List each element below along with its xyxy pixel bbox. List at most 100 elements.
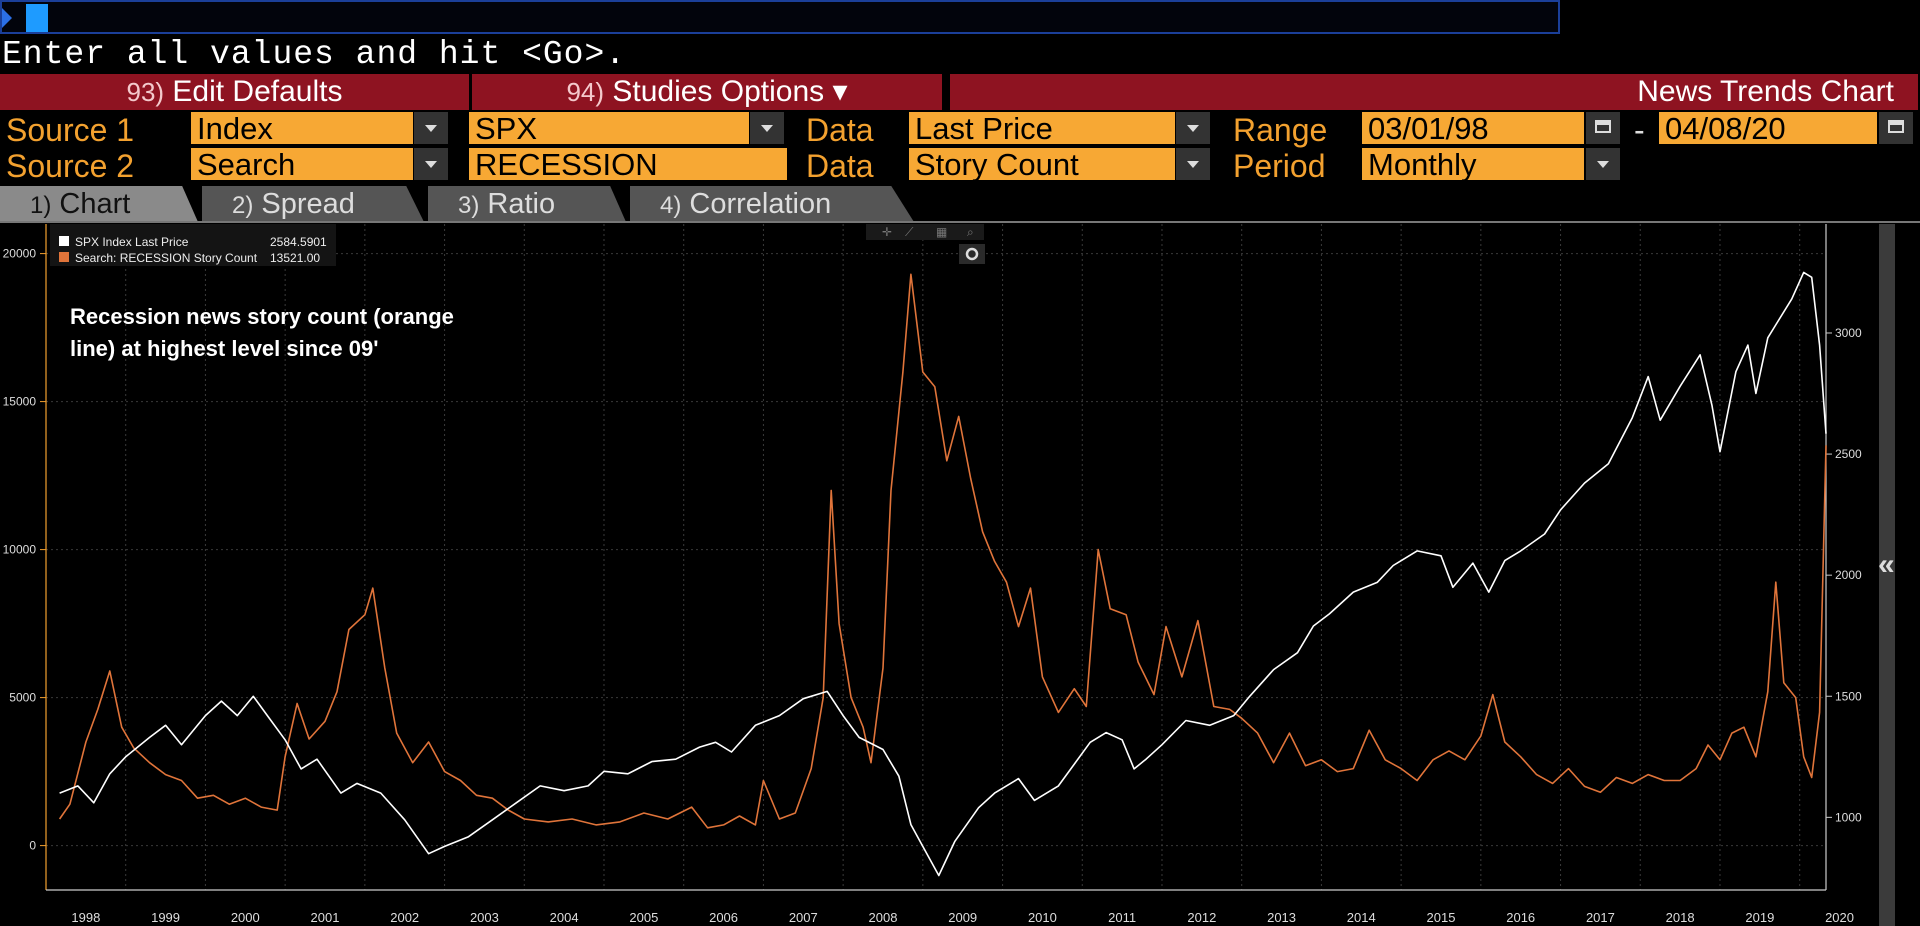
x-tick-label: 2019 xyxy=(1745,910,1774,925)
source-2-data-select[interactable]: Story Count xyxy=(909,148,1175,180)
right-tick-label: 2000 xyxy=(1835,568,1862,582)
right-tick-label: 3000 xyxy=(1835,326,1862,340)
prompt-text: Enter all values and hit <Go>. xyxy=(2,36,627,73)
legend-value-spx: 2584.5901 xyxy=(270,235,327,249)
chart-grid xyxy=(46,224,1826,890)
period-dropdown-icon[interactable] xyxy=(1586,148,1620,180)
annotation-line-1: Recession news story count (orange xyxy=(70,304,454,329)
source-2-data-label: Data xyxy=(806,148,874,184)
x-axis-ticks: 1998 1999 2000 2001 2002 2003 2004 2005 2006 2007… xyxy=(71,910,1854,925)
legend-label-spx: SPX Index Last Price xyxy=(75,235,189,249)
source-1-type-select[interactable]: Index xyxy=(191,112,413,144)
tab-divider xyxy=(0,221,1920,223)
x-tick-label: 2016 xyxy=(1506,910,1535,925)
source-1-data-label: Data xyxy=(806,112,874,148)
left-tick-label: 20000 xyxy=(3,247,37,261)
legend-label-recession: Search: RECESSION Story Count xyxy=(75,251,258,265)
tab-correlation[interactable]: 4) Correlation xyxy=(630,186,914,222)
x-tick-label: 2020 xyxy=(1825,910,1854,925)
studies-options-button[interactable]: 94) Studies Options ▾ xyxy=(472,74,942,110)
news-trends-chart[interactable]: 0 5000 10000 15000 20000 1000 1500 2000 2500 300… xyxy=(0,224,1876,926)
legend-swatch-spx xyxy=(59,236,69,246)
x-tick-label: 2006 xyxy=(709,910,738,925)
source-1-row: Source 1 Index SPX Data Last Price Range… xyxy=(0,112,1920,148)
range-start-calendar-icon[interactable] xyxy=(1586,112,1620,144)
draw-line-tool-icon[interactable]: ⟋ xyxy=(905,225,914,239)
x-tick-label: 2007 xyxy=(789,910,818,925)
chart-annotation: Recession news story count (orange line) … xyxy=(70,304,454,361)
source-1-type-dropdown-icon[interactable] xyxy=(414,112,448,144)
source-1-ticker-dropdown-icon[interactable] xyxy=(750,112,784,144)
settings-gear-icon xyxy=(965,247,979,261)
x-tick-label: 2009 xyxy=(948,910,977,925)
x-tick-label: 2017 xyxy=(1586,910,1615,925)
source-2-label: Source 2 xyxy=(6,148,135,184)
x-tick-label: 2015 xyxy=(1427,910,1456,925)
right-tick-label: 2500 xyxy=(1835,447,1862,461)
spx-price-line xyxy=(59,271,1827,877)
text-cursor xyxy=(26,4,48,32)
studies-options-number: 94) xyxy=(566,77,605,107)
x-tick-label: 2018 xyxy=(1666,910,1695,925)
tab-ratio[interactable]: 3) Ratio xyxy=(428,186,626,222)
range-label: Range xyxy=(1233,112,1328,148)
right-axis-ticks: 1000 1500 2000 2500 3000 xyxy=(1826,326,1862,824)
period-select[interactable]: Monthly xyxy=(1362,148,1584,180)
function-title: News Trends Chart xyxy=(1637,75,1894,108)
x-tick-label: 2003 xyxy=(470,910,499,925)
tab-ratio-number: 3) xyxy=(458,192,480,219)
tab-chart-label: Chart xyxy=(59,188,131,220)
source-1-label: Source 1 xyxy=(6,112,135,148)
source-1-ticker-input[interactable]: SPX xyxy=(469,112,749,144)
range-start-input[interactable]: 03/01/98 xyxy=(1362,112,1584,144)
tab-correlation-number: 4) xyxy=(660,192,682,219)
x-tick-label: 1999 xyxy=(151,910,180,925)
x-tick-label: 2004 xyxy=(550,910,579,925)
x-tick-label: 2011 xyxy=(1108,910,1136,925)
legend-swatch-recession xyxy=(59,252,69,262)
annotation-line-2: line) at highest level since 09' xyxy=(70,336,378,361)
settings-button[interactable] xyxy=(959,244,985,264)
left-tick-label: 10000 xyxy=(3,543,37,557)
left-axis-ticks: 0 5000 10000 15000 20000 xyxy=(3,247,46,853)
range-end-calendar-icon[interactable] xyxy=(1879,112,1913,144)
side-panel[interactable] xyxy=(1879,224,1895,926)
x-tick-label: 2013 xyxy=(1267,910,1296,925)
range-end-input[interactable]: 04/08/20 xyxy=(1659,112,1877,144)
edit-defaults-number: 93) xyxy=(126,77,165,107)
zoom-tool-icon[interactable]: ⌕ xyxy=(967,225,974,239)
x-tick-label: 2005 xyxy=(629,910,658,925)
period-label: Period xyxy=(1233,148,1326,184)
right-tick-label: 1000 xyxy=(1835,810,1862,824)
tab-chart[interactable]: 1) Chart xyxy=(0,186,198,222)
source-2-data-dropdown-icon[interactable] xyxy=(1176,148,1210,180)
source-2-type-select[interactable]: Search xyxy=(191,148,413,180)
recession-story-count-line xyxy=(58,273,1827,829)
tab-spread-label: Spread xyxy=(261,188,355,220)
range-dash: - xyxy=(1634,112,1645,148)
x-tick-label: 1998 xyxy=(71,910,100,925)
crosshair-tool-icon[interactable]: ✛ xyxy=(882,225,892,239)
edit-defaults-button[interactable]: 93) Edit Defaults xyxy=(0,74,469,110)
source-2-query-input[interactable]: RECESSION xyxy=(469,148,787,180)
left-tick-label: 5000 xyxy=(9,691,36,705)
x-tick-label: 2002 xyxy=(390,910,419,925)
x-tick-label: 2001 xyxy=(311,910,340,925)
x-tick-label: 2014 xyxy=(1347,910,1376,925)
source-2-type-dropdown-icon[interactable] xyxy=(414,148,448,180)
grid-tool-icon[interactable]: ▦ xyxy=(936,225,947,239)
x-tick-label: 2008 xyxy=(869,910,898,925)
command-line[interactable] xyxy=(0,0,1560,34)
source-1-data-dropdown-icon[interactable] xyxy=(1176,112,1210,144)
chart-legend: SPX Index Last Price 2584.5901 Search: R… xyxy=(50,224,336,266)
chart-series xyxy=(58,271,1827,877)
source-1-data-select[interactable]: Last Price xyxy=(909,112,1175,144)
source-2-row: Source 2 Search RECESSION Data Story Cou… xyxy=(0,148,1920,184)
x-tick-label: 2010 xyxy=(1028,910,1057,925)
tab-spread[interactable]: 2) Spread xyxy=(202,186,424,222)
tab-ratio-label: Ratio xyxy=(487,188,556,220)
double-chevron-left-icon[interactable]: « xyxy=(1878,548,1895,581)
tab-spread-number: 2) xyxy=(232,192,254,219)
edit-defaults-label: Edit Defaults xyxy=(172,75,343,108)
legend-value-recession: 13521.00 xyxy=(270,251,320,265)
